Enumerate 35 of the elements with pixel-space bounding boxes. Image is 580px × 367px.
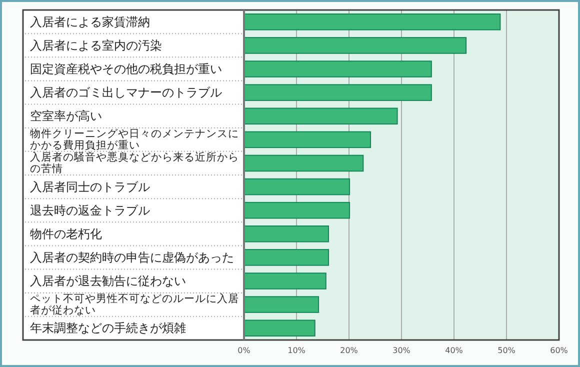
- y-tick-label: 入居者の騒音や悪臭などから来る近所からの苦情: [30, 150, 239, 175]
- x-tick-label: 0%: [238, 346, 251, 355]
- y-tick-label: 退去時の返金トラブル: [30, 203, 150, 218]
- y-tick-label: 年末調整などの手続きが煩雑: [30, 321, 186, 336]
- y-tick-label: 入居者による家賃滞納: [30, 14, 150, 29]
- x-tick-label: 50%: [498, 346, 516, 355]
- y-tick-label: 物件の老朽化: [30, 226, 102, 241]
- bar: [244, 202, 350, 219]
- y-tick-label: 入居者の契約時の申告に虚偽があった: [30, 250, 234, 264]
- x-tick-label: 10%: [288, 346, 306, 355]
- bar: [244, 225, 330, 242]
- y-tick-label: 入居者による室内の汚染: [30, 38, 162, 52]
- y-tick-label: 入居者のゴミ出しマナーのトラブル: [30, 86, 222, 100]
- y-tick-label: 入居者同士のトラブル: [30, 180, 150, 194]
- bar: [244, 60, 432, 78]
- x-tick-label: 20%: [340, 346, 358, 355]
- bar: [244, 84, 432, 101]
- bar: [244, 131, 372, 148]
- bar: [244, 108, 398, 125]
- bar: [244, 37, 467, 54]
- x-tick-label: 30%: [392, 346, 411, 355]
- bar: [244, 154, 364, 172]
- y-tick-label: 物件クリーニングや日々のメンテナンスにかかる費用負担が重い: [30, 128, 239, 152]
- y-tick-label: 固定資産税やその他の税負担が重い: [30, 62, 222, 76]
- bar: [244, 296, 320, 313]
- bar: [244, 14, 501, 30]
- y-tick-label: ペット不可や男性不可などのルールに入居者が従わない: [30, 292, 239, 316]
- bar: [244, 320, 316, 336]
- y-tick-label: 入居者が退去勧告に従わない: [30, 274, 186, 288]
- bar: [244, 272, 326, 290]
- x-tick-label: 40%: [445, 346, 464, 355]
- bar: [244, 249, 330, 266]
- bar: [244, 178, 350, 196]
- y-tick-label: 空室率が高い: [30, 109, 102, 124]
- x-tick-label: 60%: [550, 346, 568, 355]
